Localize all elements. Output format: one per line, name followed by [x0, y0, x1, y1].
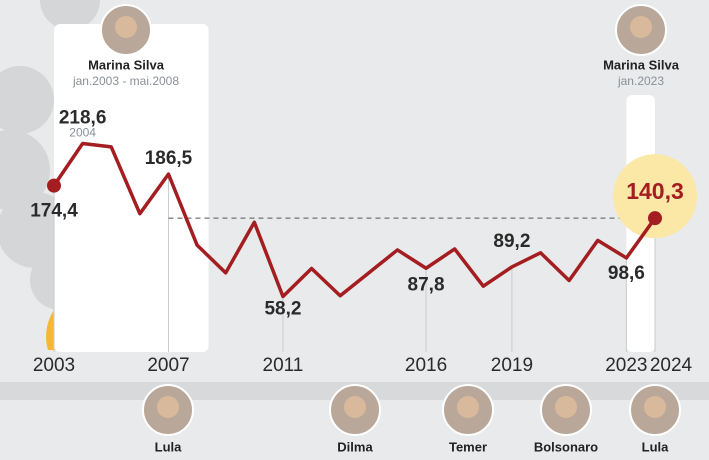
x-tick-label: 2003	[33, 355, 75, 376]
highlight-name: Marina Silva	[603, 57, 680, 72]
data-line	[52, 141, 657, 299]
x-tick-label: 2024	[650, 355, 693, 376]
point	[47, 178, 61, 193]
president-name: Dilma	[337, 439, 373, 454]
photo-face	[457, 396, 479, 418]
photo-face	[644, 396, 666, 418]
data-label: 186,5	[145, 148, 193, 169]
data-label: 89,2	[493, 231, 530, 252]
highlight-glow	[613, 154, 697, 239]
x-tick-label: 2007	[147, 355, 189, 376]
highlight-band	[54, 24, 209, 352]
data-label: 58,2	[264, 298, 301, 319]
photo-face	[115, 16, 137, 38]
point	[648, 211, 662, 226]
photo-face	[555, 396, 577, 418]
x-tick-label: 2016	[405, 355, 447, 376]
data-label: 174,4	[30, 201, 78, 222]
photo-face	[344, 396, 366, 418]
x-tick-label: 2019	[491, 355, 533, 376]
x-tick-label: 2023	[605, 355, 647, 376]
peak-note: 2004	[69, 126, 96, 140]
president-name: Temer	[449, 439, 487, 454]
photo-face	[630, 16, 652, 38]
data-label: 87,8	[408, 274, 445, 295]
president-name: Lula	[642, 439, 669, 454]
highlight-period: jan.2003 - mai.2008	[72, 74, 179, 88]
photo-face	[157, 396, 179, 418]
president-name: Bolsonaro	[534, 439, 598, 454]
data-label: 98,6	[608, 263, 645, 284]
highlight-period: jan.2023	[617, 74, 664, 88]
president-name: Lula	[155, 439, 182, 454]
data-label: 140,3	[626, 178, 684, 204]
x-tick-label: 2011	[263, 355, 304, 376]
data-label: 218,6	[59, 107, 107, 128]
highlight-name: Marina Silva	[88, 57, 165, 72]
